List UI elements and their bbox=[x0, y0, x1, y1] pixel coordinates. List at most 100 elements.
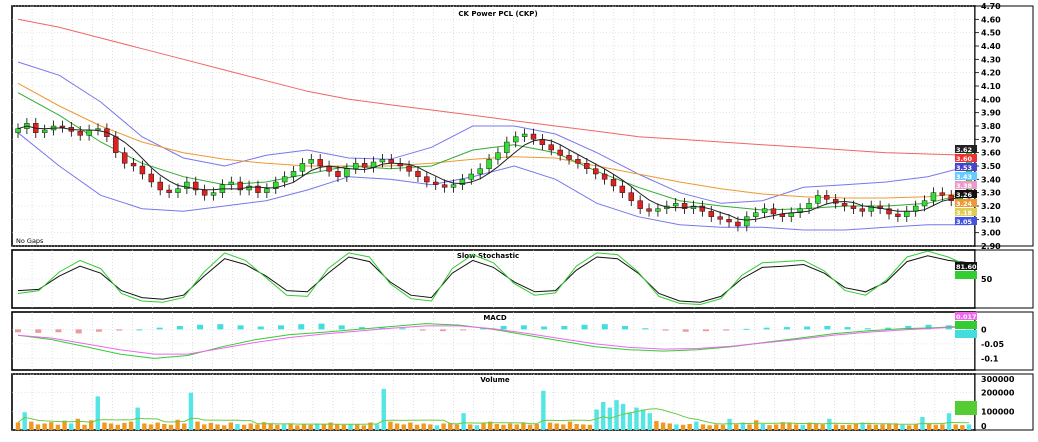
volume-bar bbox=[208, 422, 214, 430]
volume-bar bbox=[813, 424, 819, 430]
volume-bar bbox=[860, 422, 865, 430]
volume-bar bbox=[567, 421, 573, 430]
candle-body bbox=[761, 208, 768, 213]
macd-histogram-bar bbox=[642, 328, 649, 330]
candle-body bbox=[264, 188, 270, 193]
macd-tick-label: 0 bbox=[981, 325, 987, 334]
candle-body bbox=[210, 192, 217, 196]
price-tick-label: 4.00 bbox=[981, 95, 1001, 104]
candle-body bbox=[655, 208, 661, 212]
candle-body bbox=[904, 211, 910, 217]
volume-ma-line bbox=[17, 408, 970, 425]
candle-body bbox=[59, 125, 66, 128]
volume-bar bbox=[893, 423, 899, 430]
volume-bar bbox=[561, 424, 566, 430]
candle-body bbox=[886, 208, 892, 215]
candle-body bbox=[477, 168, 483, 175]
candle-body bbox=[273, 181, 279, 189]
candle-body bbox=[406, 165, 412, 172]
volume-bar bbox=[454, 424, 460, 430]
volume-bar bbox=[374, 424, 380, 430]
candle-body bbox=[521, 133, 528, 137]
price-badge-text: 3.05 bbox=[956, 218, 973, 226]
volume-bar bbox=[933, 424, 938, 430]
volume-bar bbox=[155, 422, 160, 430]
price-badge bbox=[955, 172, 977, 180]
candle-body bbox=[433, 181, 439, 185]
candle-body bbox=[15, 128, 21, 133]
macd-histogram-bar bbox=[35, 329, 42, 333]
volume-bar bbox=[102, 422, 107, 430]
volume-bar bbox=[647, 413, 652, 430]
volume-bar bbox=[142, 423, 147, 430]
candle-body bbox=[619, 185, 626, 193]
price-tick-label: 3.20 bbox=[981, 202, 1001, 211]
candle-body bbox=[637, 200, 643, 209]
candle-body bbox=[468, 173, 474, 180]
macd-histogram-bar bbox=[95, 329, 102, 332]
candle-body bbox=[726, 219, 732, 223]
volume-bar bbox=[88, 420, 94, 430]
price-tick-label: 3.30 bbox=[981, 189, 1001, 198]
volume-bar bbox=[29, 421, 34, 430]
macd-histogram-bar bbox=[763, 327, 770, 330]
volume-bar bbox=[734, 424, 739, 430]
macd-histogram-bar bbox=[156, 327, 163, 330]
volume-bar bbox=[448, 422, 453, 430]
price-axis-box bbox=[974, 5, 1034, 247]
volume-bar bbox=[780, 422, 785, 430]
stochastic-panel: 50 Slow Stochastic 81.60 bbox=[11, 249, 1034, 309]
candle-body bbox=[673, 203, 679, 207]
macd-series-0 bbox=[17, 323, 970, 359]
candle-body bbox=[708, 211, 714, 217]
volume-bar bbox=[394, 423, 400, 430]
macd-histogram-bar bbox=[622, 325, 629, 330]
volume-bar bbox=[281, 424, 287, 430]
price-badge bbox=[955, 181, 977, 189]
volume-bar bbox=[900, 424, 905, 430]
macd-histogram-bar bbox=[318, 323, 325, 330]
volume-bar bbox=[474, 425, 480, 430]
macd-histogram-bar bbox=[55, 329, 62, 333]
volume-bar bbox=[740, 422, 746, 430]
volume-bar bbox=[241, 424, 247, 430]
price-tick-label: 4.10 bbox=[981, 82, 1001, 91]
price-badge bbox=[955, 217, 977, 225]
stoch-tick-label: 50 bbox=[981, 275, 993, 284]
volume-bar bbox=[441, 423, 446, 430]
stoch-badge bbox=[955, 271, 977, 279]
volume-bar bbox=[202, 424, 207, 430]
candle-body bbox=[548, 144, 554, 151]
volume-bar bbox=[401, 424, 406, 430]
candle-body bbox=[415, 171, 421, 177]
volume-bar bbox=[547, 422, 553, 430]
volume-bar bbox=[660, 422, 666, 430]
candle-body bbox=[681, 203, 688, 209]
macd-histogram-bar bbox=[682, 329, 689, 332]
volume-bar bbox=[700, 424, 706, 430]
volume-bar bbox=[228, 422, 234, 430]
macd-badge bbox=[955, 312, 977, 320]
macd-histogram-bar bbox=[662, 329, 669, 331]
macd-histogram-bar bbox=[399, 328, 406, 330]
volume-bar bbox=[295, 425, 300, 430]
volume-bar bbox=[62, 420, 67, 430]
volume-bar bbox=[381, 388, 386, 430]
volume-bar bbox=[108, 423, 114, 430]
volume-bar bbox=[527, 424, 533, 430]
candle-body bbox=[601, 173, 608, 180]
volume-bar bbox=[541, 390, 546, 430]
candle-body bbox=[335, 171, 341, 177]
candle-body bbox=[841, 203, 848, 207]
candle-body bbox=[513, 136, 519, 143]
volume-bar bbox=[408, 422, 413, 430]
volume-bar bbox=[906, 425, 912, 430]
candle-body bbox=[77, 131, 83, 136]
volume-bar bbox=[15, 422, 21, 430]
volume-bar bbox=[95, 396, 101, 430]
volume-bar bbox=[880, 424, 885, 430]
candle-body bbox=[175, 188, 181, 193]
volume-bar bbox=[235, 424, 240, 430]
ma-fast-line bbox=[17, 125, 970, 221]
candle-body bbox=[379, 159, 386, 163]
